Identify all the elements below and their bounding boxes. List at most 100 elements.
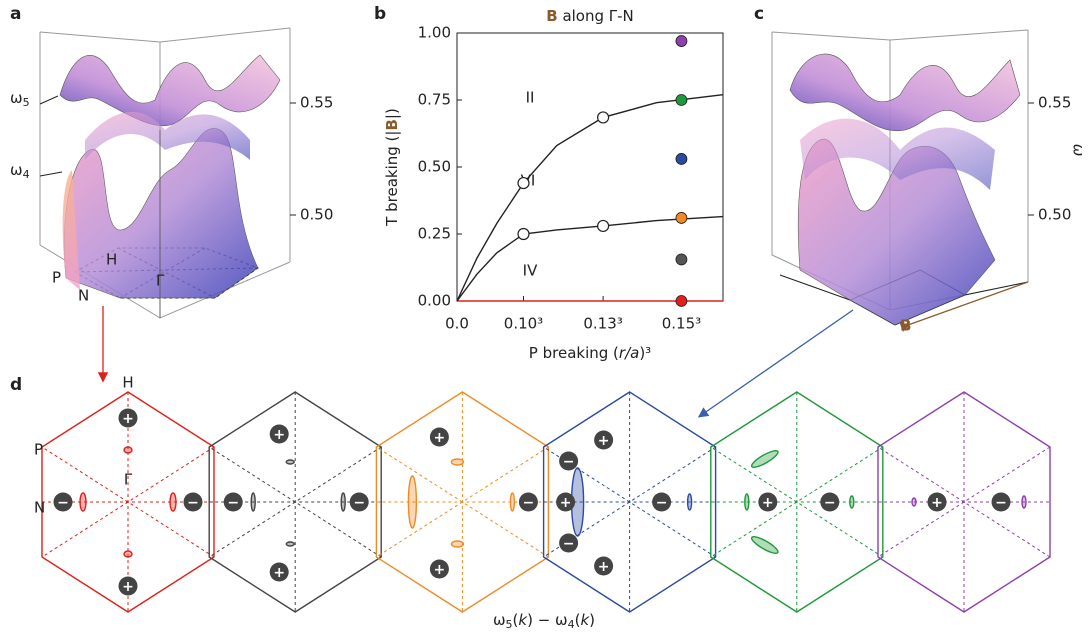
omega-sub: 4 [23,168,30,181]
weyl-contour [450,540,465,548]
composite-label: T breaking (|B|) [383,108,401,227]
panel-label: d [10,375,22,395]
charge-sign: − [563,454,575,470]
omega-base: ω [10,161,23,179]
omega4-pointer [39,171,63,177]
charge-sign: − [995,495,1007,511]
label-part: |) [383,108,401,119]
open-marker [597,111,610,124]
y-tick-label: 0.00 [418,292,451,310]
label-part: ( [513,611,519,629]
charge-sign: + [434,562,446,578]
weyl-contour [285,459,295,465]
charge-dot [594,556,614,576]
bz-point-label: N [34,499,45,517]
weyl-contour [79,492,87,512]
z-tick-label: 0.55 [300,94,333,112]
x-tick-label: 0.10³ [504,315,543,333]
open-marker [597,219,610,233]
charge-sign: + [273,565,285,581]
weyl-contour [340,492,346,512]
charge-sign: + [598,559,610,575]
charge-dot [559,451,579,471]
bz-point-label: P [34,441,43,459]
charge-sign: − [187,495,199,511]
y-tick-label: 0.50 [418,158,451,176]
charge-sign: + [273,427,285,443]
weyl-contour [250,492,256,512]
omega5-label: ω5 [10,89,30,110]
y-tick-label: 0.75 [418,91,451,109]
region-label: IV [523,262,538,280]
weyl-contour [1021,495,1027,509]
charge-sign: − [656,495,668,511]
label-part: k [518,611,528,629]
charge-sign: − [227,495,239,511]
charge-dot [53,492,73,512]
y-tick-label: 1.00 [418,24,451,42]
composite-label: ω5(k) − ω4(k) [493,611,595,632]
weyl-contour [750,450,779,468]
bz-point-label: H [122,374,133,392]
charge-sign: − [353,495,365,511]
label-part: ( [575,611,581,629]
z-tick-label: 0.50 [300,206,333,224]
label-part: ) [589,611,595,629]
region-label: II [526,89,535,107]
charge-dot [269,562,289,582]
bz-point-label: Γ [156,272,165,290]
chart-title: B along Γ-N [546,7,634,25]
weyl-contour [849,495,855,509]
panel-a-plot [39,27,291,319]
charge-sign: + [560,495,572,511]
charge-sign: − [523,495,535,511]
label-part: ω [493,611,506,629]
weyl-contour [285,541,295,547]
omega5-pointer [39,95,59,105]
charge-dot [518,492,538,512]
weyl-contour [509,492,516,512]
charge-dot [118,576,138,596]
label-part: B [383,119,401,130]
label-part: ) − ω [527,611,568,629]
bz-point-label: H [106,251,117,269]
x-tick-label: 0.0 [445,315,469,333]
weyl-contour [169,492,177,512]
weyl-contour [686,493,693,511]
charge-dot [349,492,369,512]
bz-point-label: Γ [124,471,133,489]
charge-dot [820,492,840,512]
z-tick-label: 0.55 [1038,94,1071,112]
label-part: r/a [619,344,639,362]
title-bold: B [546,7,557,25]
charge-dot [223,492,243,512]
charge-sign: + [762,495,774,511]
charge-dot [429,427,449,447]
bz-point-label: N [78,287,89,305]
title-text: along Γ-N [558,7,634,25]
charge-sign: + [122,579,134,595]
z-tick-label: 0.50 [1038,206,1071,224]
label-part: 5 [506,618,513,631]
charge-dot [118,408,138,428]
charge-sign: + [434,430,446,446]
charge-sign: − [563,536,575,552]
weyl-contour [744,493,750,511]
label-part: )³ [639,344,651,362]
marker [675,35,688,47]
weyl-contour [750,536,779,554]
weyl-contour [123,550,133,558]
charge-dot [269,424,289,444]
y-tick-label: 0.25 [418,225,451,243]
omega-sub: 5 [23,96,30,109]
panel-label: a [10,4,21,24]
marker [675,94,688,106]
weyl-contour [450,458,465,466]
omega4-label: ω4 [10,161,30,182]
z-axis-label: ω [1070,144,1088,157]
weyl-contour [407,475,418,529]
label-part: P breaking ( [529,344,619,362]
charge-dot [556,492,576,512]
arrow-c [697,309,854,418]
